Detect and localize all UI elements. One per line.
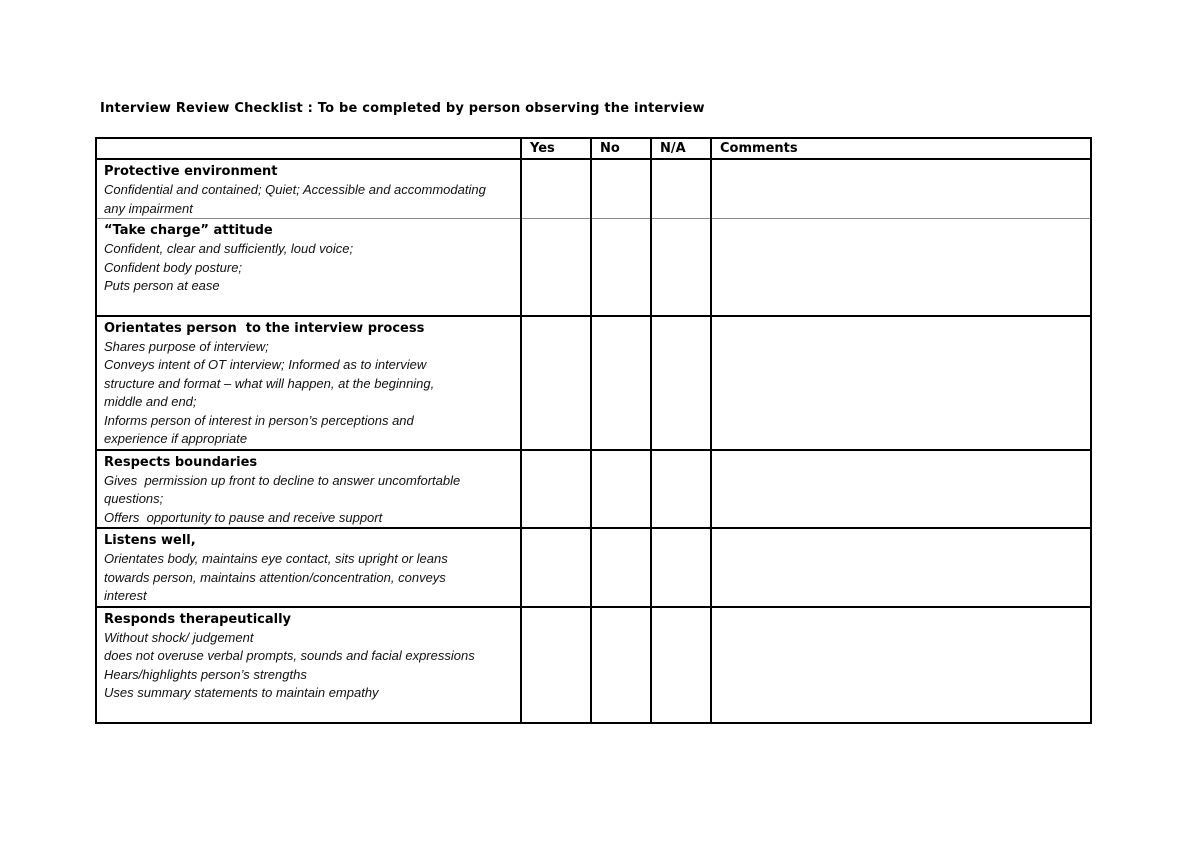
comments-cell [710,315,1092,451]
table-row: Orientates person to the interview proce… [95,315,1092,451]
comments-cell [710,528,1092,608]
comments-cell [710,218,1092,317]
row-description-cell: Listens well, Orientates body, maintains … [95,528,522,608]
table-header: Yes No N/A Comments [95,138,1092,160]
na-cell [650,218,712,317]
row-detail-line: towards person, maintains attention/conc… [104,569,446,585]
row-detail-line: Informs person of interest in person’s p… [104,412,414,428]
row-detail-line: Hears/highlights person’s strengths [104,666,307,682]
row-detail-line: Gives permission up front to decline to … [104,472,461,488]
row-detail-line: Confident, clear and sufficiently, loud … [104,241,354,256]
row-description-cell: Responds therapeutically Without shock/ j… [95,606,522,724]
table-row: Protective environment Confidential and c… [95,159,1092,219]
row-heading: Orientates person to the interview proce… [104,320,425,336]
row-heading: “Take charge” attitude [104,223,273,238]
header-cell-na: N/A [650,138,712,160]
table-row: Responds therapeutically Without shock/ j… [95,606,1092,724]
header-cell-description [95,138,522,160]
row-detail-line: Conveys intent of OT interview; Informed… [104,357,427,372]
header-cell-yes: Yes [520,138,592,160]
header-cell-comments: Comments [710,138,1092,160]
row-heading: Protective environment [104,164,278,179]
row-detail-line: Offers opportunity to pause and receive … [104,509,383,525]
header-cell-no: No [590,138,652,160]
table-row: Listens well, Orientates body, maintains … [95,528,1092,608]
row-detail-line: Without shock/ judgement [104,629,254,645]
row-description-cell: Orientates person to the interview proce… [95,315,522,451]
row-detail-line: Confidential and contained; Quiet; Acces… [104,182,486,197]
row-description-cell: Protective environment Confidential and c… [95,159,522,219]
na-cell [650,315,712,451]
row-detail-line: experience if appropriate [104,431,248,446]
row-detail-line: questions; [104,491,164,506]
checklist-body: Protective environment Confidential and c… [95,159,1092,724]
na-cell [650,606,712,724]
no-cell [590,528,652,608]
no-cell [590,159,652,219]
row-detail-line: Confident body posture; [104,259,243,275]
row-detail-line: any impairment [104,200,193,216]
table-row: “Take charge” attitude Confident, clear a… [95,218,1092,317]
row-description-cell: “Take charge” attitude Confident, clear a… [95,218,522,317]
comments-cell [710,449,1092,529]
row-heading: Respects boundaries [104,454,258,470]
yes-cell [520,449,592,529]
na-cell [650,528,712,608]
yes-cell [520,218,592,317]
comments-cell [710,606,1092,724]
no-cell [590,449,652,529]
row-detail-line: middle and end; [104,394,197,409]
row-description-cell: Respects boundaries Gives permission up f… [95,449,522,529]
na-cell [650,449,712,529]
row-detail-line: Puts person at ease [104,278,220,293]
row-detail-line: interest [104,588,147,603]
interview-review-checklist-table: Yes No N/A Comments Protective environme… [95,137,1092,724]
row-detail-line: Shares purpose of interview; [104,338,269,354]
row-detail-line: structure and format – what will happen,… [104,375,435,391]
na-cell [650,159,712,219]
row-detail-line: Uses summary statements to maintain empa… [104,685,379,700]
page-title: Interview Review Checklist : To be compl… [100,101,705,116]
yes-cell [520,606,592,724]
yes-cell [520,315,592,451]
row-heading: Responds therapeutically [104,611,292,627]
no-cell [590,218,652,317]
row-detail-line: Orientates body, maintains eye contact, … [104,551,448,566]
yes-cell [520,159,592,219]
row-detail-line: does not overuse verbal prompts, sounds … [104,648,475,663]
table-row: Respects boundaries Gives permission up f… [95,449,1092,529]
comments-cell [710,159,1092,219]
no-cell [590,315,652,451]
no-cell [590,606,652,724]
header-row: Yes No N/A Comments [95,138,1092,160]
row-heading: Listens well, [104,533,196,548]
yes-cell [520,528,592,608]
